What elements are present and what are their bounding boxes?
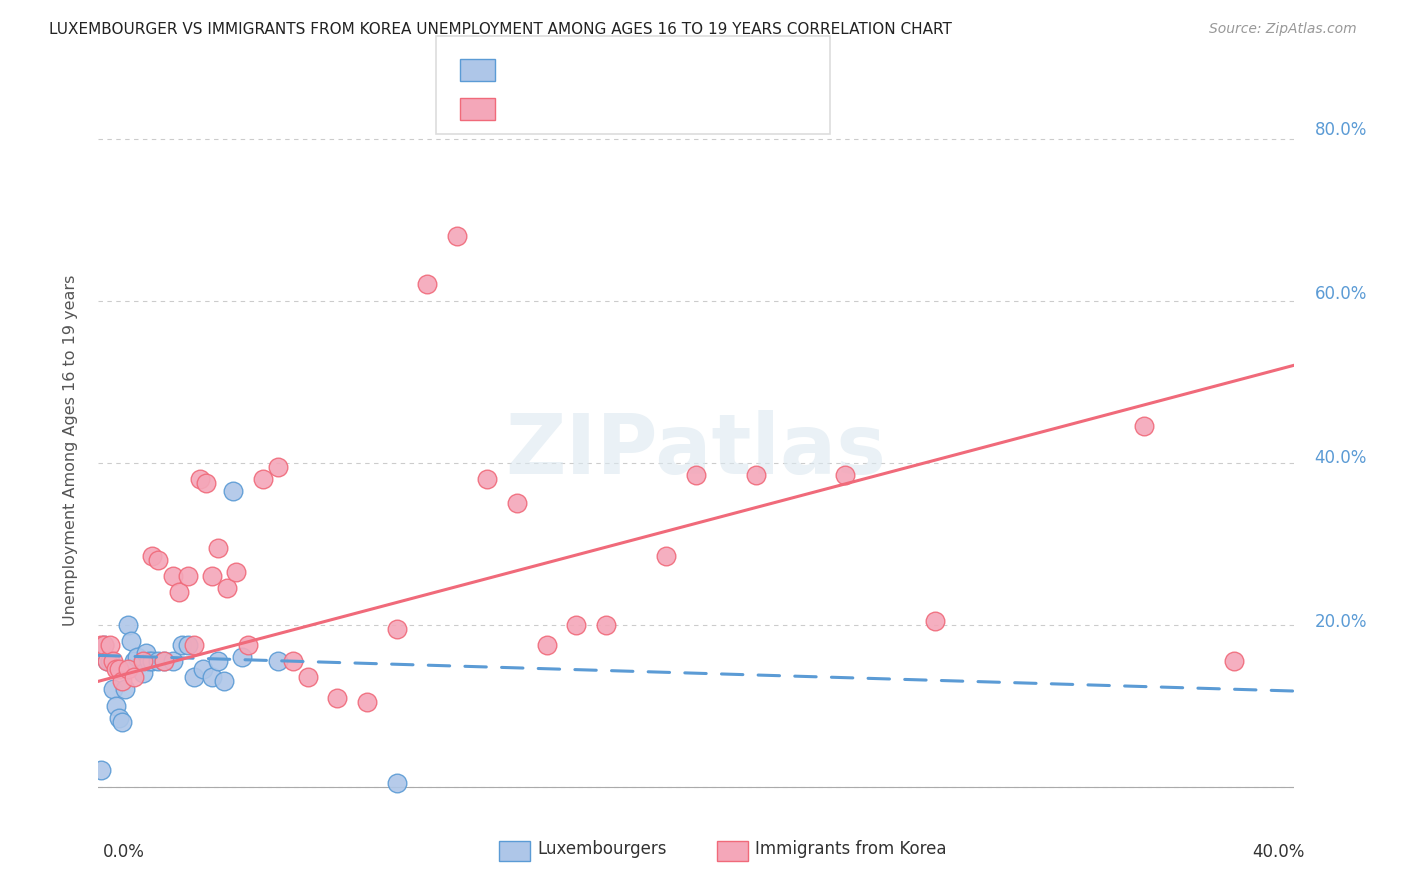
Point — [281, 654, 304, 668]
Point — [236, 638, 259, 652]
Point — [1133, 419, 1156, 434]
Point — [96, 654, 118, 668]
Point — [138, 654, 160, 668]
Point — [834, 467, 856, 482]
Point — [215, 581, 238, 595]
Text: 46: 46 — [688, 100, 710, 118]
Point — [183, 638, 205, 652]
Point — [267, 654, 290, 668]
Point — [201, 670, 224, 684]
Point — [135, 646, 157, 660]
Point — [177, 569, 200, 583]
Point — [212, 674, 235, 689]
Text: LUXEMBOURGER VS IMMIGRANTS FROM KOREA UNEMPLOYMENT AMONG AGES 16 TO 19 YEARS COR: LUXEMBOURGER VS IMMIGRANTS FROM KOREA UN… — [49, 22, 952, 37]
Point — [93, 638, 115, 652]
Point — [105, 698, 128, 713]
Point — [326, 690, 349, 705]
Point — [924, 614, 946, 628]
Text: 80.0%: 80.0% — [1315, 121, 1367, 139]
Point — [385, 622, 409, 636]
Text: Luxembourgers: Luxembourgers — [537, 840, 666, 858]
Point — [252, 472, 274, 486]
Point — [162, 569, 184, 583]
Point — [172, 638, 194, 652]
Point — [195, 475, 218, 490]
Point — [103, 682, 125, 697]
Point — [108, 711, 131, 725]
Point — [93, 638, 115, 652]
Point — [167, 585, 190, 599]
Text: 60.0%: 60.0% — [1315, 285, 1367, 303]
Text: 40.0%: 40.0% — [1315, 450, 1367, 467]
Point — [98, 654, 122, 668]
Point — [536, 638, 558, 652]
Point — [191, 662, 214, 676]
Text: 0.0%: 0.0% — [103, 843, 145, 861]
Point — [148, 654, 170, 668]
Text: Source: ZipAtlas.com: Source: ZipAtlas.com — [1209, 22, 1357, 37]
Point — [153, 654, 176, 668]
Point — [1223, 654, 1246, 668]
Text: 31: 31 — [688, 61, 710, 78]
Point — [267, 459, 290, 474]
Point — [153, 654, 176, 668]
Point — [655, 549, 678, 563]
Point — [207, 541, 229, 555]
Text: N =: N = — [631, 61, 679, 78]
Point — [506, 496, 529, 510]
Point — [225, 565, 247, 579]
Point — [177, 638, 200, 652]
Point — [117, 662, 139, 676]
Text: Immigrants from Korea: Immigrants from Korea — [755, 840, 946, 858]
Text: 0.479: 0.479 — [551, 100, 610, 118]
Point — [297, 670, 319, 684]
Point — [207, 654, 229, 668]
Point — [111, 714, 134, 729]
Point — [745, 467, 768, 482]
Point — [188, 472, 211, 486]
Point — [148, 553, 170, 567]
Point — [356, 694, 378, 708]
Point — [98, 638, 122, 652]
Point — [103, 654, 125, 668]
Point — [111, 674, 134, 689]
Text: N =: N = — [631, 100, 679, 118]
Point — [132, 654, 155, 668]
Point — [201, 569, 224, 583]
Point — [124, 654, 146, 668]
Point — [108, 662, 131, 676]
Point — [231, 650, 253, 665]
Point — [385, 775, 409, 789]
Point — [90, 764, 112, 778]
Point — [162, 654, 184, 668]
Point — [117, 617, 139, 632]
Text: R =: R = — [505, 61, 541, 78]
Point — [416, 277, 439, 292]
Text: ZIPatlas: ZIPatlas — [506, 410, 886, 491]
Point — [222, 483, 245, 498]
Point — [141, 549, 163, 563]
Point — [565, 617, 588, 632]
Text: R =: R = — [505, 100, 541, 118]
Point — [141, 654, 163, 668]
Point — [132, 666, 155, 681]
Point — [446, 228, 468, 243]
Point — [685, 467, 707, 482]
Point — [114, 682, 136, 697]
Text: 40.0%: 40.0% — [1253, 843, 1305, 861]
Point — [120, 633, 142, 648]
Point — [90, 638, 112, 652]
Point — [124, 670, 146, 684]
Point — [183, 670, 205, 684]
Point — [595, 617, 617, 632]
Point — [475, 472, 498, 486]
Point — [96, 654, 118, 668]
Text: 20.0%: 20.0% — [1315, 614, 1367, 632]
Y-axis label: Unemployment Among Ages 16 to 19 years: Unemployment Among Ages 16 to 19 years — [63, 275, 77, 626]
Point — [127, 650, 149, 665]
Point — [105, 662, 128, 676]
Text: -0.051: -0.051 — [551, 61, 610, 78]
